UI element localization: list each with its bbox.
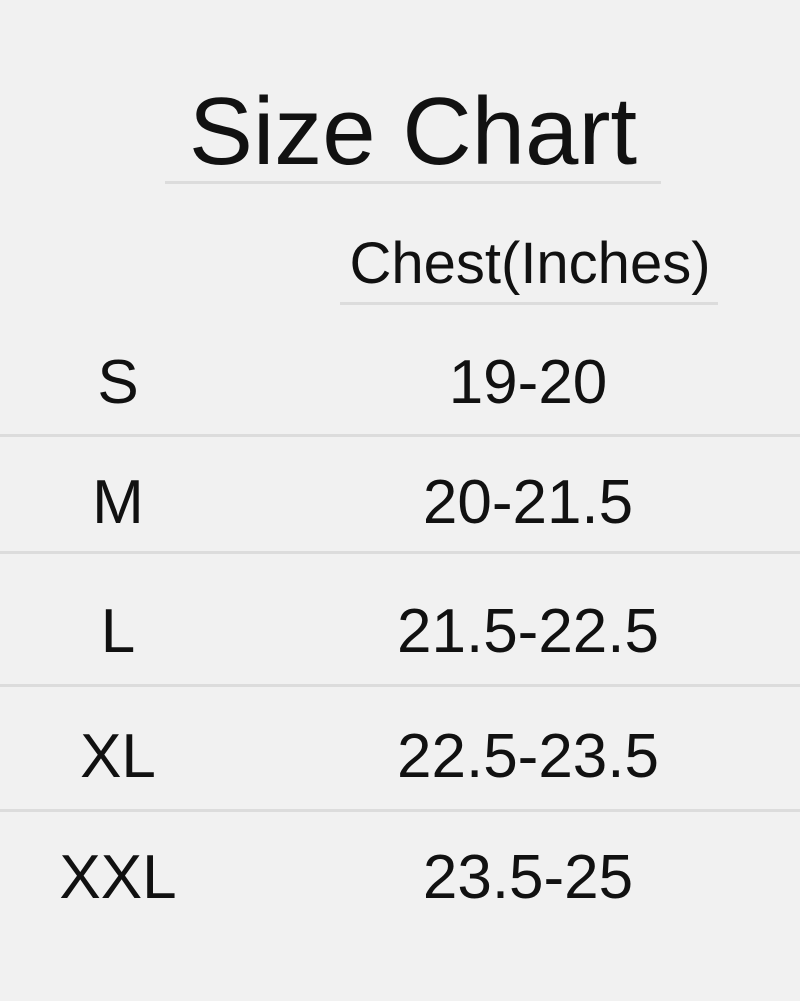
row-separator (0, 434, 800, 437)
chest-value: 23.5-25 (422, 843, 634, 912)
title: Size Chart (188, 78, 638, 185)
header-underline (340, 302, 718, 305)
size-label: XL (80, 722, 156, 791)
size-label: XXL (59, 843, 177, 912)
chest-value: 22.5-23.5 (397, 722, 659, 791)
title-underline (165, 181, 661, 184)
chest-value: 19-20 (448, 348, 608, 417)
row-separator (0, 551, 800, 554)
size-label: L (100, 597, 136, 666)
row-separator (0, 809, 800, 812)
column-header: Chest(Inches) (349, 231, 711, 296)
size-label: M (92, 468, 144, 537)
chest-value: 20-21.5 (422, 468, 634, 537)
row-separator (0, 684, 800, 687)
size-label: S (97, 348, 139, 417)
chest-value: 21.5-22.5 (397, 597, 659, 666)
